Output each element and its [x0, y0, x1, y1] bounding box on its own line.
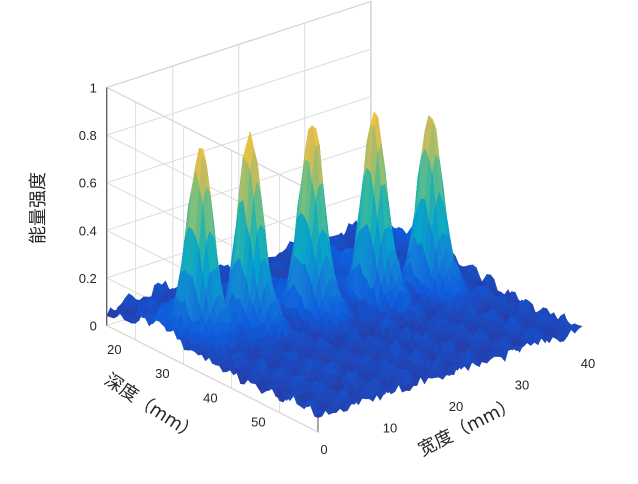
surface-plot	[106, 111, 583, 419]
z-tick-label: 0.2	[79, 271, 97, 286]
tick-labels: 0 0.2 0.4 0.6 0.8 1 20 30 40 50 0 10 20 30 40	[79, 81, 596, 457]
z-tick-label: 0.4	[79, 223, 97, 238]
z-tick-label: 1	[90, 81, 97, 96]
y-axis-label: 深度（mm）	[100, 369, 201, 445]
z-tick-label: 0	[90, 319, 97, 334]
z-axis-label: 能量强度	[28, 172, 49, 244]
y-tick-label: 20	[107, 342, 121, 357]
y-tick-label: 40	[203, 390, 217, 405]
x-tick-label: 40	[581, 356, 595, 371]
x-tick-label: 10	[383, 421, 397, 436]
x-tick-label: 20	[449, 399, 463, 414]
x-tick-label: 30	[515, 378, 529, 393]
x-axis-label: 宽度（mm）	[415, 393, 520, 460]
z-tick-label: 0.8	[79, 128, 97, 143]
y-tick-label: 50	[251, 415, 265, 430]
y-tick-label: 30	[155, 366, 169, 381]
surface-cell	[313, 413, 323, 419]
x-tick-label: 0	[320, 442, 327, 457]
z-tick-label: 0.6	[79, 176, 97, 191]
